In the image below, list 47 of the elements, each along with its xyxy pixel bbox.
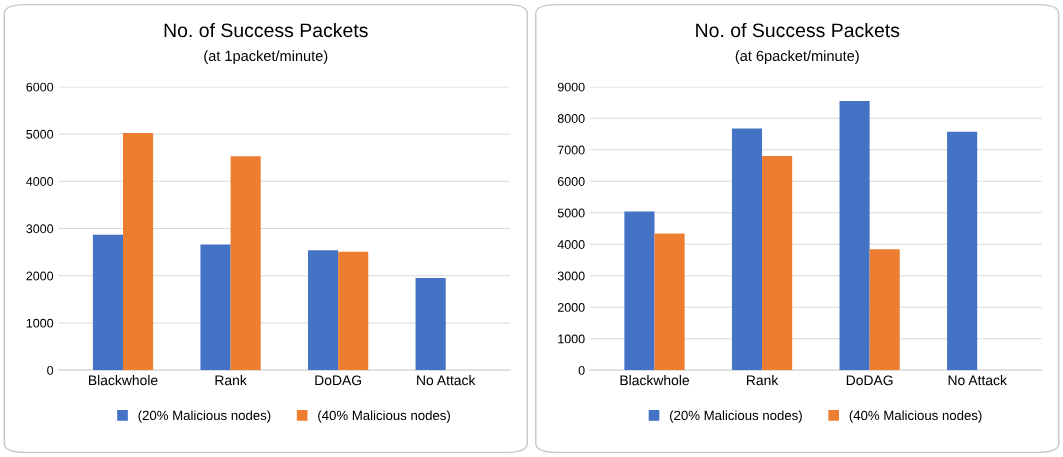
bar [869,249,900,371]
bar [624,211,655,371]
bar [415,278,446,371]
chart-title: No. of Success Packets [164,22,368,38]
bar [92,234,123,371]
x-tick-label: Blackwhole [620,375,690,386]
bar [762,156,793,371]
y-tick-label: 5000 [557,208,585,218]
x-tick-label: DoDAG [315,375,362,386]
y-tick-label: 4000 [26,177,54,186]
x-tick-label: Rank [747,375,779,386]
y-tick-label: 6000 [26,82,54,92]
bar [308,250,339,371]
y-tick-label: 9000 [557,82,585,92]
y-tick-label: 1000 [26,318,54,328]
y-tick-label: 3000 [557,271,585,281]
y-tick-label: 2000 [26,271,54,281]
chart-subtitle: (at 6packet/minute) [735,50,859,64]
chart-title: No. of Success Packets [696,22,900,38]
legend-label: (40% Malicious nodes) [849,410,982,423]
bar [230,156,261,371]
y-tick-label: 3000 [26,224,54,234]
y-tick-label: 4000 [557,240,585,249]
x-tick-label: DoDAG [846,375,893,386]
y-tick-label: 8000 [557,114,585,123]
legend-label: (40% Malicious nodes) [318,410,450,423]
legend-label: (20% Malicious nodes) [670,410,802,423]
bar [654,233,685,371]
y-tick-label: 2000 [557,303,585,312]
y-tick-label: 5000 [26,129,54,139]
y-tick-label: 6000 [557,177,585,186]
x-tick-label: Blackwhole [89,375,158,386]
bar [731,128,763,371]
x-tick-label: Rank [215,375,247,386]
y-tick-label: 7000 [557,145,585,155]
y-tick-label: 0 [578,365,585,375]
bar [200,244,231,371]
x-tick-label: No Attack [948,375,1007,386]
y-tick-label: 0 [47,365,54,375]
x-tick-label: No Attack [417,375,476,386]
bar [839,101,870,371]
bar [123,133,154,371]
y-tick-label: 1000 [558,334,585,344]
bar [947,131,978,371]
legend-label: (20% Malicious nodes) [138,410,271,423]
bar [338,251,369,371]
chart-subtitle: (at 1packet/minute) [204,50,328,64]
